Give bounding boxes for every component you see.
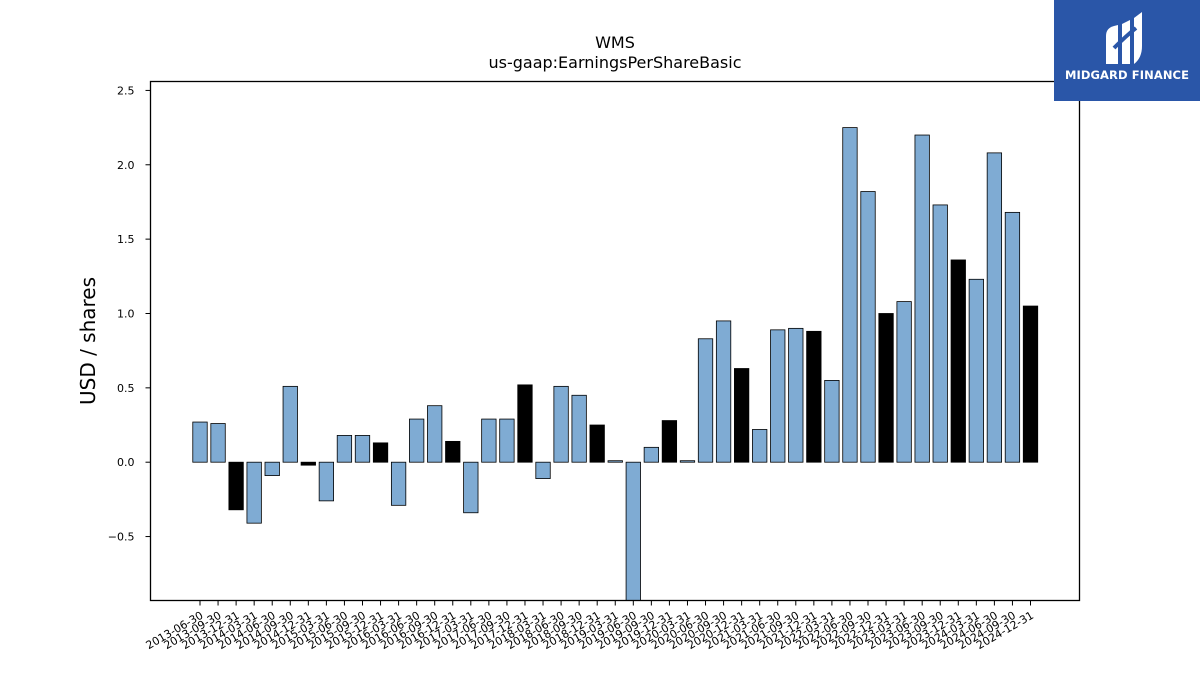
- brand-name: MIDGARD FINANCE: [1064, 68, 1190, 82]
- bar-2023-06-30: [914, 134, 930, 463]
- bar-2016-09-30: [427, 405, 443, 463]
- bar-2013-09-30: [210, 423, 226, 463]
- bar-2014-12-31: [300, 461, 316, 466]
- bar-2018-03-31: [535, 461, 551, 479]
- bar-2022-06-30: [842, 127, 858, 463]
- bar-2019-12-31: [661, 420, 678, 463]
- bar-2015-06-30: [336, 435, 353, 463]
- bar-2021-09-30: [788, 327, 804, 463]
- bar-2021-03-31: [752, 429, 768, 463]
- y-tick-label: 0.0: [117, 456, 135, 469]
- chart-title: WMS: [595, 33, 635, 52]
- bar-2024-06-30: [986, 152, 1003, 463]
- bar-2018-12-31: [589, 424, 605, 463]
- bar-2014-09-30: [282, 385, 298, 463]
- bar-2016-12-31: [445, 440, 461, 463]
- bar-2015-03-31: [318, 461, 335, 502]
- bar-2015-12-31: [372, 442, 389, 463]
- y-tick-label: −0.5: [108, 531, 135, 544]
- bar-2013-06-30: [192, 421, 208, 463]
- bar-2019-03-31: [607, 460, 623, 463]
- bar-2016-03-31: [390, 461, 407, 506]
- bar-2024-03-31: [968, 278, 984, 463]
- y-tick-label: 2.5: [117, 84, 135, 97]
- bar-2015-09-30: [354, 435, 371, 463]
- chart-subtitle: us-gaap:EarningsPerShareBasic: [488, 53, 741, 72]
- y-tick-label: 1.0: [117, 307, 135, 320]
- bar-2014-06-30: [264, 461, 280, 476]
- midgard-logo-icon: [1106, 12, 1142, 64]
- bar-2018-06-30: [553, 385, 569, 463]
- y-tick-label: 0.5: [117, 382, 135, 395]
- bar-2022-09-30: [860, 191, 876, 463]
- bar-2022-12-31: [878, 313, 894, 463]
- bar-2019-09-30: [643, 446, 659, 463]
- bar-2024-12-31: [1022, 305, 1039, 463]
- bar-2024-09-30: [1004, 211, 1021, 463]
- plot-frame: [149, 80, 1081, 602]
- bar-2021-06-30: [770, 329, 786, 463]
- bar-2020-09-30: [715, 320, 732, 463]
- bar-2020-06-30: [697, 338, 714, 463]
- y-axis-ticks: −0.5 0.0 0.5 1.0 1.5 2.0 2.5: [108, 84, 151, 544]
- bar-2023-03-31: [896, 301, 912, 463]
- y-tick-label: 1.5: [117, 233, 135, 246]
- bar-2019-06-30: [625, 461, 641, 601]
- bar-2017-09-30: [499, 418, 515, 463]
- brand-logo: MIDGARD FINANCE: [1054, 0, 1200, 101]
- bar-2023-12-31: [950, 259, 966, 463]
- y-tick-label: 2.0: [117, 159, 135, 172]
- y-axis-label: USD / shares: [76, 277, 100, 405]
- bar-2020-12-31: [734, 368, 750, 463]
- bar-2017-03-31: [463, 461, 479, 514]
- x-axis-ticks: 2013-06-302013-09-302013-12-312014-03-31…: [144, 600, 1036, 652]
- bar-2014-03-31: [246, 461, 262, 524]
- bar-2021-12-31: [806, 330, 822, 463]
- bar-2017-12-31: [517, 384, 533, 463]
- bar-2018-09-30: [571, 394, 587, 463]
- bar-2023-09-30: [932, 204, 948, 463]
- bar-2013-12-31: [228, 461, 244, 511]
- bar-2016-06-30: [409, 418, 425, 463]
- bar-2017-06-30: [481, 418, 497, 463]
- bar-2022-03-31: [824, 380, 840, 463]
- bars-group: [192, 127, 1039, 601]
- bar-2020-03-31: [679, 460, 696, 463]
